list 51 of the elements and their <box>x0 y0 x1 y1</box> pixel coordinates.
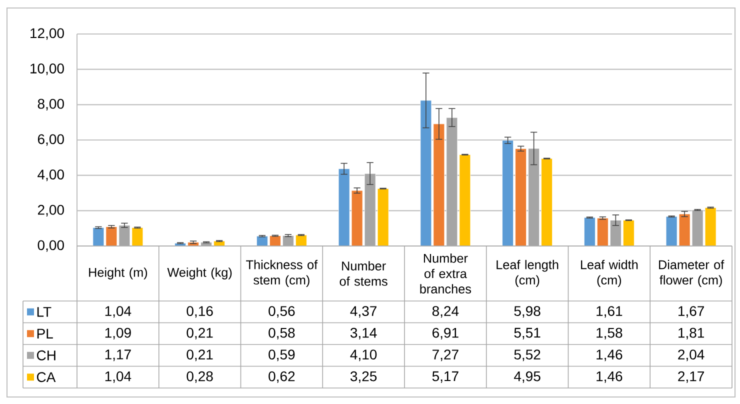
data-label: 2,04 <box>678 350 704 362</box>
y-tick-label: 4,00 <box>38 170 64 182</box>
data-label: 1,04 <box>105 371 132 383</box>
y-tick-label: 0,00 <box>38 240 64 252</box>
x-tick-label: Number of extra branches <box>420 254 472 294</box>
data-label: 7,27 <box>432 350 458 362</box>
y-tick-label: 6,00 <box>38 134 64 146</box>
data-label: 0,56 <box>268 306 295 318</box>
x-tick-label: Height (m) <box>89 268 148 280</box>
x-tick-label: Diameter of flower (cm) <box>659 260 724 288</box>
data-label: 8,24 <box>432 306 459 318</box>
data-label: 0,21 <box>186 350 213 362</box>
data-label: 5,52 <box>514 350 540 362</box>
x-tick-label: Thickness of stem (cm) <box>246 260 318 288</box>
data-label: 4,37 <box>350 306 376 318</box>
y-tick-label: 8,00 <box>38 98 64 110</box>
data-label: 3,14 <box>350 328 377 340</box>
data-label: 5,51 <box>514 328 540 340</box>
data-label: 1,67 <box>678 306 704 318</box>
data-label: 5,17 <box>432 371 458 383</box>
data-label: 4,10 <box>350 350 377 362</box>
data-label: 1,81 <box>678 328 704 340</box>
data-label: 0,28 <box>186 371 213 383</box>
data-label: 4,95 <box>514 371 540 383</box>
y-tick-label: 12,00 <box>30 28 64 40</box>
data-label: 0,62 <box>268 371 295 383</box>
data-label: 1,46 <box>596 350 622 362</box>
data-label: 0,16 <box>186 306 213 318</box>
legend-label: CA <box>36 372 56 382</box>
data-label: 1,17 <box>105 350 131 362</box>
data-label: 0,59 <box>268 350 295 362</box>
data-label: 3,25 <box>350 371 377 383</box>
x-tick-label: Weight (kg) <box>167 268 232 280</box>
legend-label: CH <box>36 350 56 360</box>
x-tick-label: Number of stems <box>340 261 388 286</box>
data-label: 5,98 <box>514 306 540 318</box>
data-label: 1,61 <box>596 306 622 318</box>
legend-label: PL <box>37 328 53 338</box>
data-label: 1,58 <box>596 328 622 340</box>
x-tick-label: Leaf length (cm) <box>496 260 558 288</box>
y-tick-label: 2,00 <box>38 204 64 216</box>
data-label: 0,58 <box>268 328 295 340</box>
data-label: 1,46 <box>596 371 622 383</box>
data-label: 1,04 <box>105 306 132 318</box>
data-label: 2,17 <box>678 371 704 383</box>
y-tick-label: 10,00 <box>30 64 64 76</box>
data-label: 1,09 <box>105 328 131 340</box>
x-tick-label: Leaf width (cm) <box>581 260 638 288</box>
data-label: 6,91 <box>432 328 458 340</box>
data-label: 0,21 <box>186 328 213 340</box>
legend-label: LT <box>37 307 52 317</box>
